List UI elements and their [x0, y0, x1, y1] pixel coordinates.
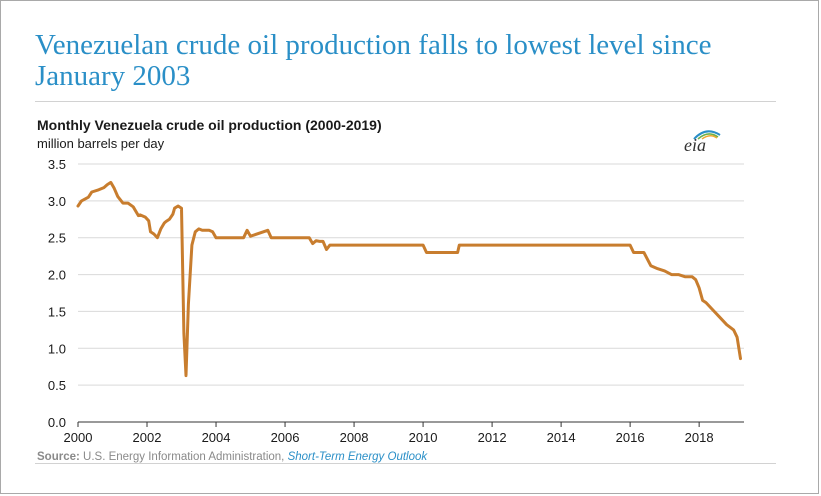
- bottom-divider: [35, 463, 776, 464]
- x-tick-label: 2012: [478, 430, 507, 445]
- y-tick-label: 0.0: [48, 415, 66, 430]
- x-tick-label: 2004: [202, 430, 231, 445]
- headline: Venezuelan crude oil production falls to…: [35, 29, 712, 92]
- source-label: Source:: [37, 451, 80, 463]
- x-tick-label: 2016: [616, 430, 645, 445]
- y-tick-label: 3.5: [48, 157, 66, 172]
- x-tick-label: 2008: [340, 430, 369, 445]
- y-tick-label: 2.5: [48, 231, 66, 246]
- y-tick-label: 3.0: [48, 194, 66, 209]
- top-divider: [35, 101, 776, 102]
- eia-logo-text: eia: [684, 135, 706, 155]
- eia-logo-mark: [693, 130, 721, 140]
- x-tick-label: 2014: [547, 430, 576, 445]
- chart-y-unit-label: million barrels per day: [37, 136, 165, 151]
- chart-title: Monthly Venezuela crude oil production (…: [37, 117, 382, 133]
- x-tick-label: 2002: [133, 430, 162, 445]
- x-tick-label: 2018: [685, 430, 714, 445]
- y-tick-label: 0.5: [48, 378, 66, 393]
- y-tick-label: 1.0: [48, 341, 66, 356]
- series-line: [76, 180, 742, 378]
- eia-logo: eia: [684, 128, 726, 155]
- x-tick-label: 2006: [271, 430, 300, 445]
- y-tick-label: 1.5: [48, 304, 66, 319]
- source-text: U.S. Energy Information Administration,: [83, 451, 285, 463]
- x-tick-label: 2010: [409, 430, 438, 445]
- source-report-link[interactable]: Short-Term Energy Outlook: [287, 451, 428, 463]
- source-note: Source: U.S. Energy Information Administ…: [37, 451, 427, 463]
- y-tick-label: 2.0: [48, 268, 66, 283]
- x-tick-label: 2000: [64, 430, 93, 445]
